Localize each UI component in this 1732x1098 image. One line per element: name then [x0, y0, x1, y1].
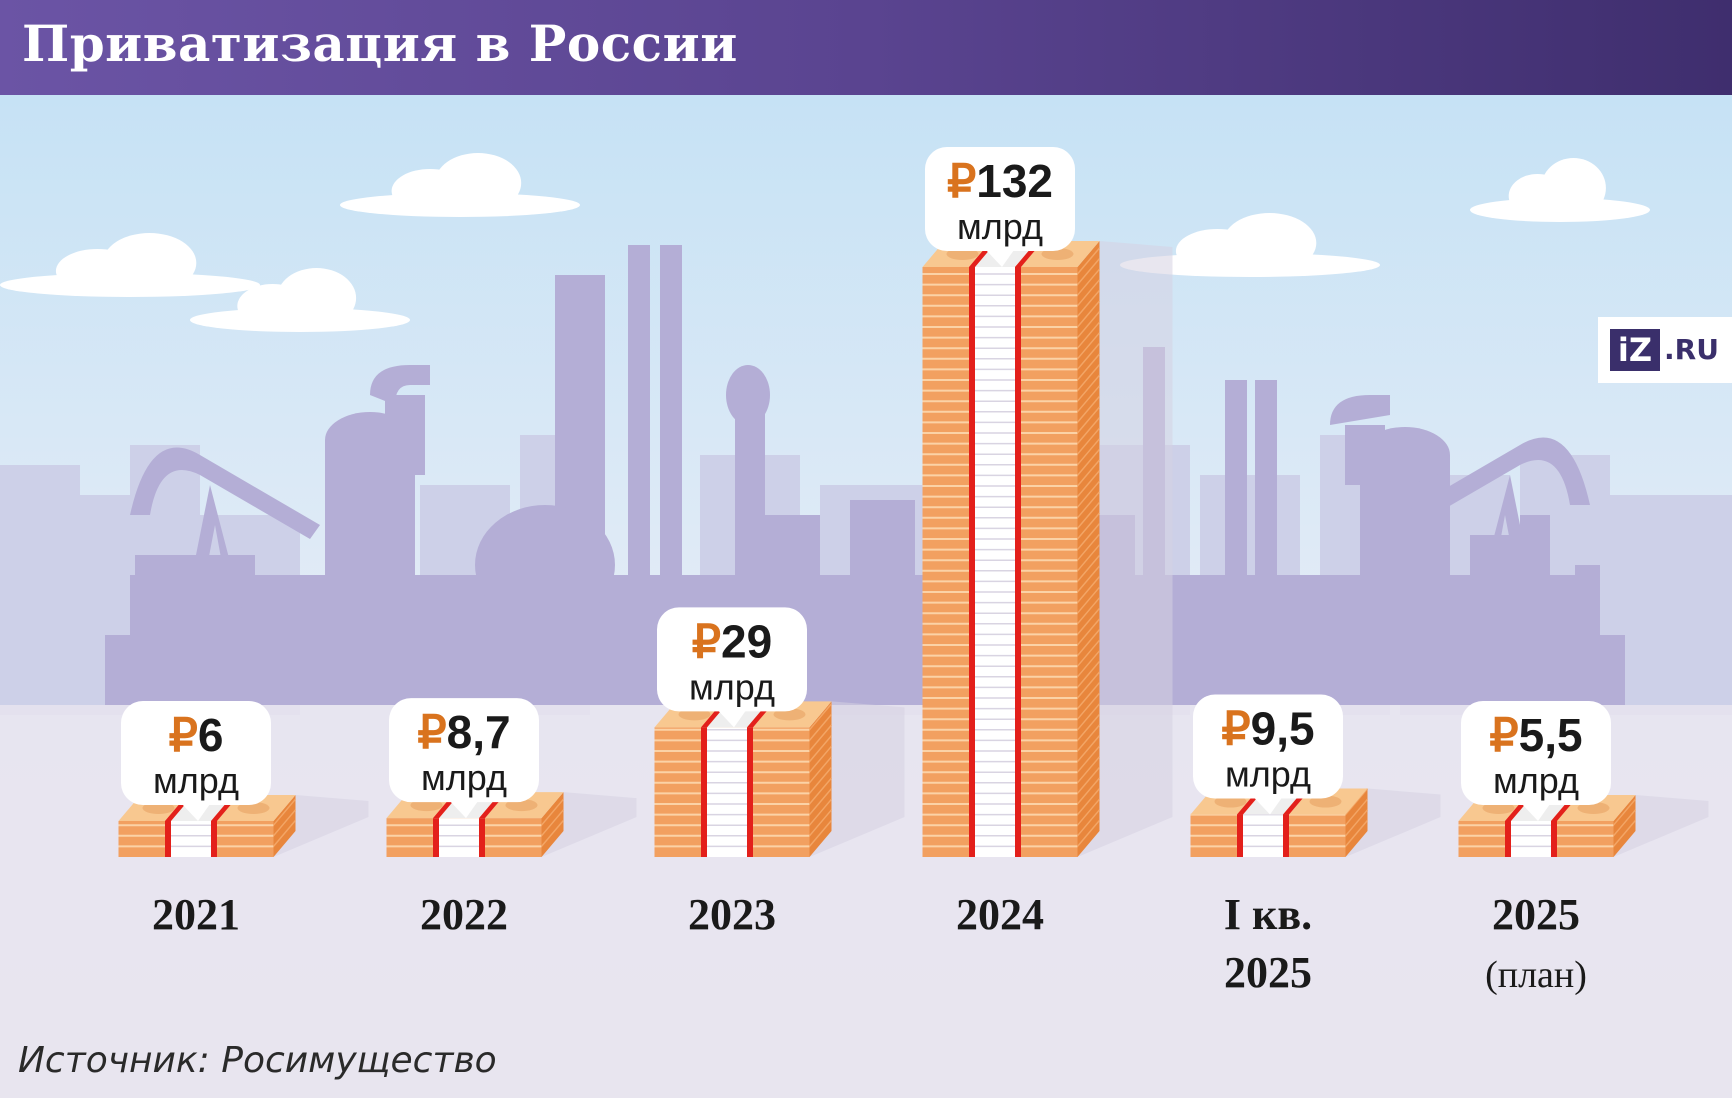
- callout-bubble: [121, 701, 271, 805]
- x-tick-label: 2025: [1492, 890, 1580, 939]
- cloud: [340, 153, 580, 217]
- data-label: ₽29: [692, 615, 772, 667]
- callout-bubble: [925, 147, 1075, 251]
- bar-shadow: [1345, 788, 1441, 857]
- data-label: ₽132: [947, 155, 1053, 207]
- bar-side: [1613, 795, 1636, 857]
- cloud: [190, 268, 410, 332]
- header-bar: Приватизация в России: [0, 0, 1732, 95]
- bar-shadow: [273, 795, 369, 857]
- cloud: [0, 233, 260, 297]
- iz-logo: iZ .RU: [1598, 317, 1732, 383]
- bars: [118, 241, 1637, 857]
- bar-band: [1511, 821, 1551, 857]
- cloud: [1470, 158, 1650, 222]
- unit-label: млрд: [689, 666, 775, 707]
- x-tick-label: 2025: [1224, 948, 1312, 997]
- bar-band: [707, 727, 747, 857]
- bar-band: [171, 821, 211, 857]
- callout-bubble: [1193, 694, 1343, 799]
- callout-bubble: [1461, 701, 1611, 805]
- data-label: ₽8,7: [417, 706, 510, 758]
- background: [0, 95, 1732, 1098]
- unit-label: млрд: [1225, 754, 1311, 795]
- industrial-skyline-icon: [105, 245, 1625, 705]
- x-tick-label: 2021: [152, 890, 240, 939]
- value-callouts: ₽6млрд₽8,7млрд₽29млрд₽132млрд₽9,5млрд₽5,…: [121, 147, 1611, 821]
- unit-label: млрд: [1493, 760, 1579, 801]
- x-tick-label: 2024: [956, 890, 1044, 939]
- x-tick-label: I кв.: [1224, 890, 1312, 939]
- page-title: Приватизация в России: [22, 14, 738, 73]
- bar-shadow: [809, 701, 905, 857]
- cloud: [1120, 213, 1380, 277]
- x-tick-label: 2023: [688, 890, 776, 939]
- data-label: ₽5,5: [1489, 709, 1582, 761]
- unit-label: млрд: [957, 206, 1043, 247]
- data-label: ₽6: [169, 709, 224, 761]
- callout-bubble: [657, 607, 807, 712]
- bar-band: [439, 818, 479, 857]
- unit-label: млрд: [153, 760, 239, 801]
- logo-domain: .RU: [1664, 333, 1719, 366]
- callout-bubble: [389, 698, 539, 803]
- banknote-stack-icon: [654, 701, 833, 857]
- banknote-stack-icon: [922, 241, 1101, 857]
- logo-mark: iZ: [1610, 329, 1660, 371]
- x-axis-labels: 2021 2022 2023 2024 I кв. 2025 2025 (план): [152, 890, 1587, 997]
- data-label: ₽9,5: [1221, 703, 1314, 755]
- source-note: Источник: Росимущество: [18, 1040, 497, 1081]
- bar-shadow: [1613, 795, 1709, 857]
- bar-band: [975, 267, 1015, 857]
- x-tick-label: 2022: [420, 890, 508, 939]
- bar-shadow: [541, 792, 637, 857]
- bar-side: [273, 795, 296, 857]
- unit-label: млрд: [421, 757, 507, 798]
- x-tick-label: (план): [1485, 954, 1587, 996]
- bar-shadows: [273, 241, 1709, 857]
- bar-shadow: [1077, 241, 1173, 857]
- chart: ₽6млрд₽8,7млрд₽29млрд₽132млрд₽9,5млрд₽5,…: [0, 95, 1732, 1098]
- clouds: [0, 153, 1650, 332]
